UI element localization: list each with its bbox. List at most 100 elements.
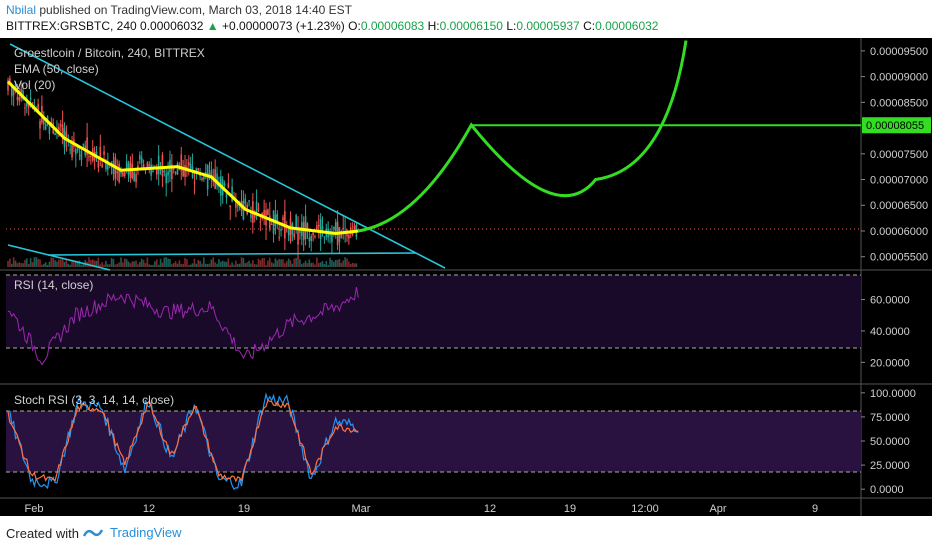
volume-bar [293,258,296,267]
tradingview-brand[interactable]: TradingView [82,525,182,540]
volume-bar [197,260,200,267]
volume-bar [101,262,103,267]
volume-bar [118,262,120,267]
tradingview-brand-label: TradingView [110,525,182,540]
volume-bar [306,263,309,267]
volume-bar [76,260,79,267]
last-price: 0.00006032 [140,19,204,33]
volume-bar [325,260,328,267]
volume-bar [155,259,158,267]
candle-body [353,225,356,233]
close-label: C: [583,19,596,33]
candle-body [248,200,250,202]
volume-bar [240,257,243,267]
volume-bar [333,261,335,267]
candle-body [7,80,9,91]
volume-bar [238,263,241,267]
time-tick-label: Feb [25,503,44,515]
volume-bar [291,263,294,267]
candle-body [323,236,326,238]
volume-bar [268,257,271,267]
volume-bar [52,257,54,267]
candle-body [210,170,213,179]
candle-body [26,102,28,107]
candle-body [157,155,160,175]
published-text: published on TradingView.com, March 03, … [39,3,352,17]
volume-bar [248,260,250,267]
volume-bar [317,263,320,267]
candle-body [76,146,79,151]
volume-bar [344,257,346,267]
volume-group [7,257,358,267]
volume-bar [142,259,145,267]
candle-body [10,85,13,97]
volume-bar [278,258,280,267]
volume-bar [272,263,275,267]
candle-body [82,143,85,146]
volume-bar [250,263,252,267]
volume-bar [161,262,164,267]
volume-bar [172,262,175,267]
volume-bar [302,262,305,267]
projection-curve[interactable] [358,40,688,233]
candle-body [90,155,92,157]
volume-bar [31,262,34,267]
chart-svg[interactable]: Groestlcoin / Bitcoin, 240, BITTREX EMA … [0,38,932,516]
volume-bar [26,258,28,267]
created-with-text: Created with [6,526,79,541]
volume-bar [316,257,318,267]
candle-body [227,183,230,189]
volume-bar [90,260,92,267]
candle-body [340,231,343,238]
volume-bar [37,258,39,267]
time-tick-label: 12 [143,503,155,515]
support-line[interactable] [47,252,417,256]
candle-body [331,233,333,242]
candle-body [80,150,83,161]
volume-bar [214,262,216,267]
volume-bar [246,262,248,267]
volume-bar [274,258,277,267]
candle-body [259,221,262,223]
high-value: 0.00006150 [439,19,503,33]
descending-trendline[interactable] [9,43,446,269]
candle-body [338,227,341,243]
volume-bar [295,257,297,267]
lower-trendline[interactable] [7,244,111,271]
open-label: O: [348,19,361,33]
price-axis[interactable]: 0.00009500 0.00009000 0.00008500 0.00007500… [861,46,928,264]
candle-body [268,215,271,229]
candle-body [280,228,282,232]
candle-body [120,170,122,174]
candle-body [29,97,32,100]
chart-area[interactable]: Groestlcoin / Bitcoin, 240, BITTREX EMA … [0,38,932,516]
volume-bar [58,259,60,267]
volume-bar [150,264,152,267]
candle-body [27,103,30,108]
candle-body [48,125,51,134]
volume-bar [252,260,254,267]
ema-line[interactable] [6,80,359,236]
author-link[interactable]: Nbilal [6,3,37,17]
candle-body [278,237,280,239]
candle-body [304,216,307,240]
volume-bar [35,257,38,267]
candle-body [242,200,245,220]
candle-body [59,124,62,127]
volume-bar [125,259,128,267]
time-axis[interactable]: Feb 12 19 Mar 12 19 12:00 Apr 9 [25,503,819,515]
candle-body [316,225,318,231]
volume-bar [349,263,352,267]
stoch-tick-label: 50.0000 [870,436,910,448]
symbol-info: BITTREX:GRSBTC, 240 0.00006032 ▲ +0.0000… [6,19,658,33]
candle-body [201,178,203,180]
candle-body [184,164,186,177]
volume-bar [50,257,53,267]
candle-body [54,133,56,135]
low-value: 0.00005937 [516,19,580,33]
candle-body [31,102,34,105]
candle-body [267,209,269,216]
candle-body [317,224,320,227]
volume-bar [159,258,162,267]
candle-body [236,204,239,207]
